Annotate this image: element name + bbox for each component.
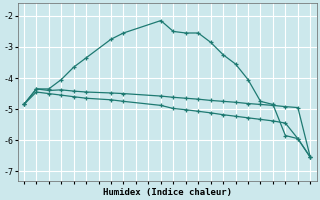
X-axis label: Humidex (Indice chaleur): Humidex (Indice chaleur) (103, 188, 232, 197)
